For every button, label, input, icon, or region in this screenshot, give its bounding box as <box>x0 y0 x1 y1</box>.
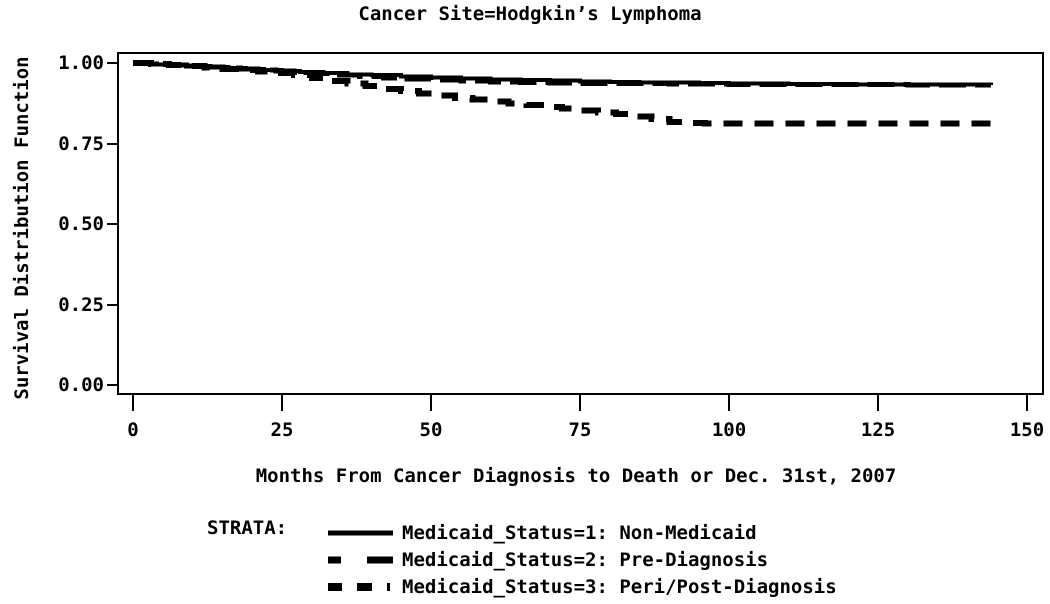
y-axis-tick <box>107 142 117 145</box>
legend-line-swatch-1 <box>328 530 393 535</box>
x-axis-tick-label: 50 <box>419 419 443 441</box>
legend: Medicaid_Status=1: Non-Medicaid Medicaid_… <box>328 519 837 600</box>
y-axis-tick-label: 0.50 <box>58 213 104 235</box>
chart-title: Cancer Site=Hodgkin’s Lymphoma <box>358 3 702 25</box>
legend-label-1: Medicaid_Status=1: Non-Medicaid <box>402 521 757 544</box>
legend-row-2: Medicaid_Status=2: Pre-Diagnosis <box>328 546 837 573</box>
y-axis-tick <box>107 384 117 386</box>
plot-area <box>117 52 1044 395</box>
x-axis-title: Months From Cancer Diagnosis to Death or… <box>255 465 897 487</box>
legend-label-3: Medicaid_Status=3: Peri/Post-Diagnosis <box>402 575 837 598</box>
x-axis-tick <box>1026 395 1028 411</box>
legend-label-2: Medicaid_Status=2: Pre-Diagnosis <box>402 548 769 571</box>
x-axis-tick-label: 75 <box>568 419 592 441</box>
x-axis-tick-label: 0 <box>127 419 139 441</box>
y-axis-tick <box>107 62 117 64</box>
x-axis-tick <box>579 395 581 411</box>
legend-line-swatch-3 <box>328 582 393 591</box>
x-axis-tick-label: 150 <box>1009 419 1045 441</box>
legend-row-1: Medicaid_Status=1: Non-Medicaid <box>328 519 837 546</box>
x-axis-tick <box>877 395 879 411</box>
legend-title: STRATA: <box>207 517 288 539</box>
x-axis-tick-label: 25 <box>270 419 294 441</box>
y-axis-tick-label: 1.00 <box>58 52 104 74</box>
x-axis-tick <box>281 395 283 411</box>
y-axis-tick <box>107 223 117 225</box>
y-axis-tick-label: 0.25 <box>58 293 104 316</box>
legend-row-3: Medicaid_Status=3: Peri/Post-Diagnosis <box>328 573 837 600</box>
x-axis-tick <box>430 395 432 411</box>
y-axis-tick-label: 0.75 <box>58 132 104 155</box>
x-axis-tick <box>132 395 134 411</box>
x-axis-tick <box>728 395 730 411</box>
y-axis-tick <box>107 303 117 306</box>
x-axis-tick-label: 125 <box>860 419 896 441</box>
legend-line-swatch-2 <box>328 556 393 563</box>
y-axis-tick-label: 0.00 <box>58 374 104 396</box>
x-axis-tick-label: 100 <box>711 419 747 441</box>
